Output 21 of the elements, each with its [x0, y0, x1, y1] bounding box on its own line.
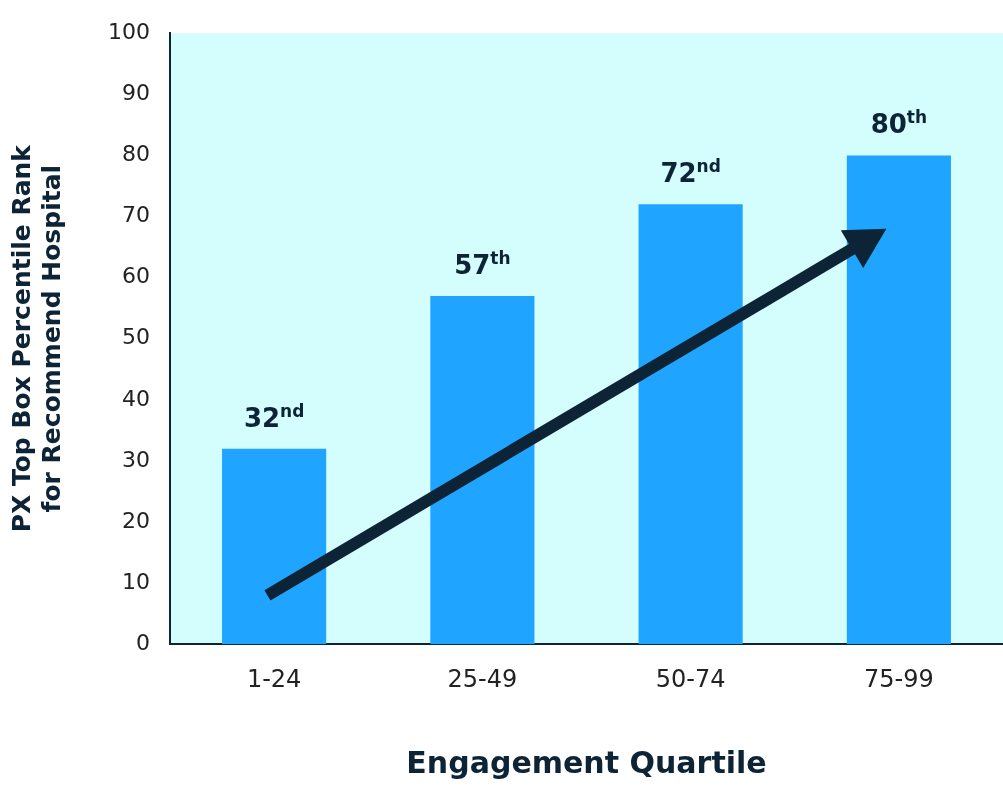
y-tick-label: 40	[121, 385, 150, 411]
y-tick-label: 10	[121, 568, 150, 594]
y-tick-label: 100	[107, 18, 150, 44]
y-tick-label: 0	[135, 629, 150, 655]
bar	[638, 204, 743, 645]
y-tick-label: 80	[121, 141, 150, 167]
y-axis-title: PX Top Box Percentile Rank for Recommend Hospital	[6, 143, 66, 533]
x-tick-label: 25-49	[447, 664, 518, 693]
x-tick-label: 75-99	[864, 664, 934, 693]
bar	[222, 448, 327, 645]
bar	[430, 295, 535, 645]
y-tick-label: 30	[121, 446, 150, 472]
y-tick-label: 90	[121, 80, 150, 106]
y-tick-label: 20	[121, 507, 150, 533]
y-tick-label: 50	[121, 324, 150, 350]
y-tick-label: 60	[121, 263, 150, 289]
x-tick-label: 1-24	[246, 664, 302, 693]
x-tick-label: 50-74	[655, 664, 726, 693]
bar	[846, 155, 951, 645]
x-axis-title: Engagement Quartile	[406, 744, 767, 780]
y-tick-label: 70	[121, 202, 150, 228]
